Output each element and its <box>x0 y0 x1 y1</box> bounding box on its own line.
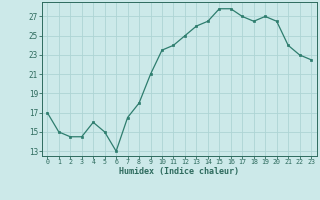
X-axis label: Humidex (Indice chaleur): Humidex (Indice chaleur) <box>119 167 239 176</box>
